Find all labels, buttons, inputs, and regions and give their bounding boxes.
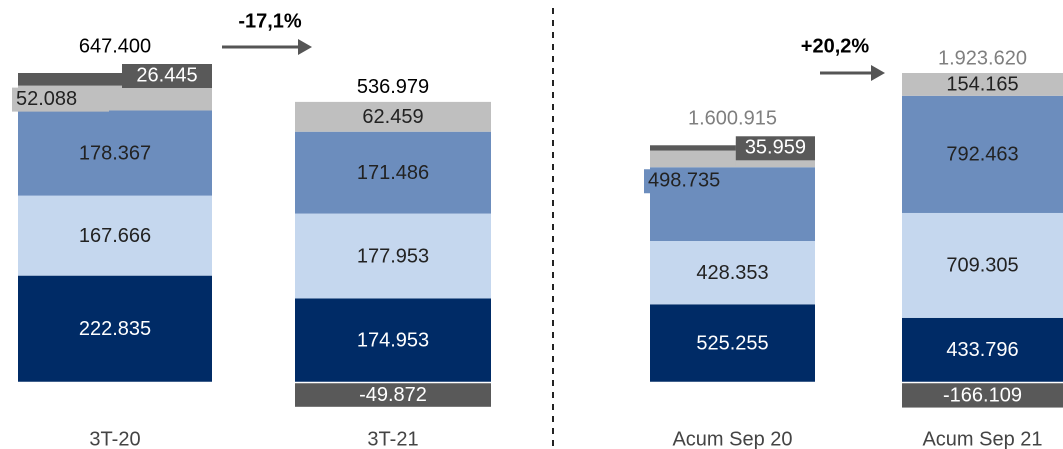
bar-segment <box>902 95 1063 213</box>
value-label: 35.959 <box>745 137 806 159</box>
total-label: 647.400 <box>79 35 151 57</box>
bar-segment <box>902 73 1063 96</box>
bar-segment <box>18 195 212 276</box>
bar-segment <box>295 298 491 382</box>
label-box <box>12 87 109 112</box>
category-label: 3T-20 <box>89 428 140 449</box>
category-label: Acum Sep 20 <box>672 428 792 449</box>
value-label: 177.953 <box>357 245 429 267</box>
value-label: 52.088 <box>16 88 77 110</box>
value-label: -49.872 <box>359 384 427 406</box>
value-label: 171.486 <box>357 162 429 184</box>
bar-segment <box>902 212 1063 318</box>
bar-segment <box>650 145 815 151</box>
value-label: 62.459 <box>362 106 423 128</box>
value-label: -166.109 <box>943 385 1022 407</box>
value-label: 498.735 <box>648 170 720 192</box>
category-label: Acum Sep 21 <box>922 428 1042 449</box>
value-label: 178.367 <box>79 142 151 164</box>
value-label: 428.353 <box>696 262 768 284</box>
change-label: -17,1% <box>238 10 302 32</box>
total-label: 1.923.620 <box>938 47 1027 69</box>
bar-segment <box>295 383 491 407</box>
bar-segment <box>295 131 491 214</box>
value-label: 154.165 <box>946 74 1018 96</box>
label-box <box>122 64 212 88</box>
value-label: 26.445 <box>136 64 197 86</box>
bar-segment <box>18 110 212 196</box>
bar-segment <box>295 101 491 132</box>
bar-segment <box>295 213 491 299</box>
bar-segment <box>650 240 815 305</box>
change-label: +20,2% <box>801 35 870 57</box>
value-label: 167.666 <box>79 225 151 247</box>
category-label: 3T-21 <box>367 428 418 449</box>
bar-segment <box>902 317 1063 382</box>
label-box <box>644 169 727 194</box>
value-label: 433.796 <box>946 339 1018 361</box>
bar-segment <box>18 275 212 382</box>
value-label: 222.835 <box>79 318 151 340</box>
value-label: 174.953 <box>357 330 429 352</box>
value-label: 792.463 <box>946 144 1018 166</box>
total-label: 1.600.915 <box>688 108 777 130</box>
total-label: 536.979 <box>357 76 429 98</box>
bar-segment <box>650 304 815 382</box>
bar-segment <box>902 383 1063 408</box>
arrow-head <box>871 65 885 81</box>
arrow-head <box>298 39 312 55</box>
label-box <box>735 136 815 161</box>
value-label: 709.305 <box>946 255 1018 277</box>
value-label: 525.255 <box>696 332 768 354</box>
